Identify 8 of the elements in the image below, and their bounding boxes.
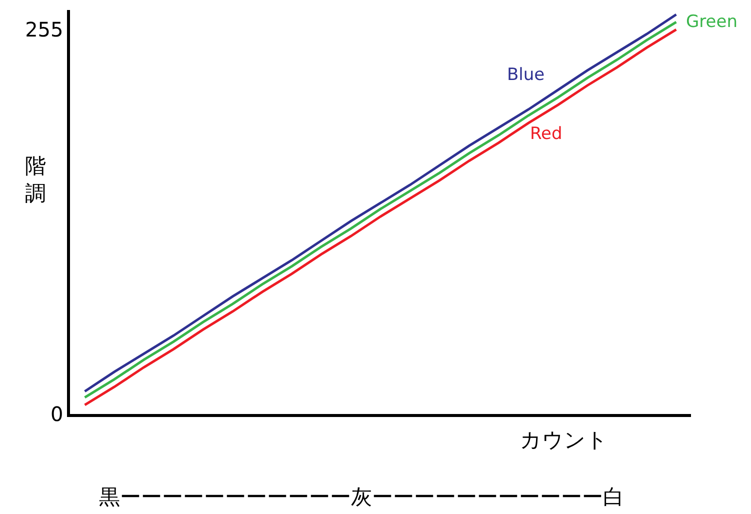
y-tick-label: 0 [50,402,64,426]
series-label: Green [686,12,738,32]
x-axis-title: カウント [520,428,608,452]
series-label: Red [530,124,562,144]
y-axis-title: 階調 [25,154,46,206]
text: 黒ーーーーーーーーーーー灰ーーーーーーーーーーー白 [99,485,624,509]
y-tick-label: 255 [25,18,64,42]
series-label: Blue [507,65,545,85]
